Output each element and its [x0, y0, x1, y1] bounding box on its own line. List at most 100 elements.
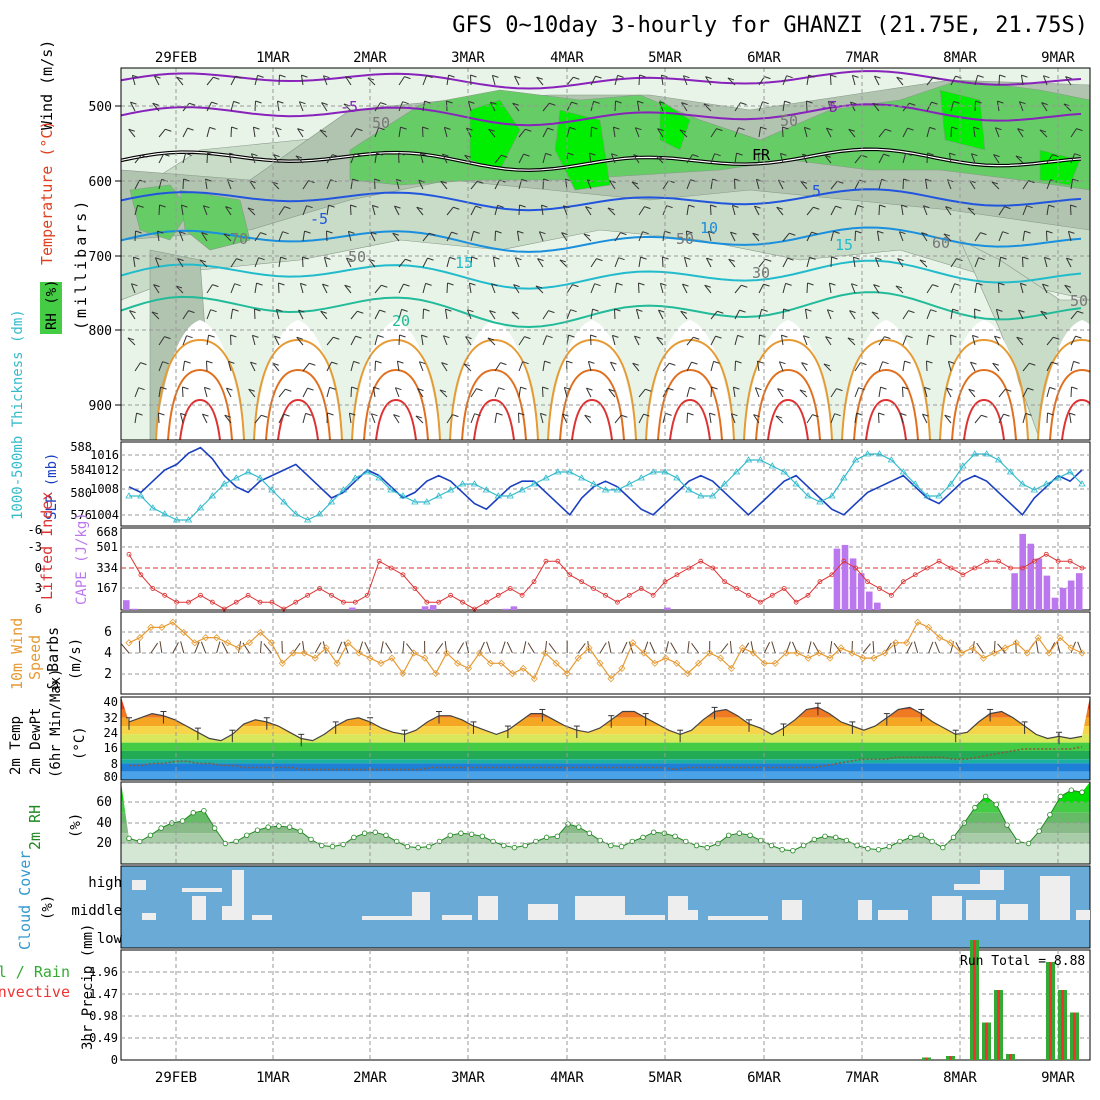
wind-barb — [734, 102, 741, 112]
wind-barb — [704, 284, 712, 294]
wind-barb — [612, 334, 619, 338]
thickness-point — [315, 510, 324, 517]
wind-barb — [609, 180, 616, 184]
wind-barb — [542, 127, 548, 138]
contour-label: -5 — [820, 98, 838, 116]
wind-barb — [422, 257, 428, 268]
wind-barb — [588, 153, 592, 164]
wind-barb — [825, 336, 832, 346]
wind-barb — [216, 641, 221, 654]
bottom-date-label: 7MAR — [845, 1070, 879, 1086]
wind-barb — [921, 232, 928, 236]
slp-line — [128, 446, 1083, 517]
wind-barb — [951, 126, 958, 130]
wind-barb — [787, 257, 794, 261]
top-date-label: 3MAR — [451, 50, 485, 66]
wind-barb — [250, 361, 256, 372]
wind-barb — [566, 76, 574, 86]
thickness-point — [1030, 486, 1039, 493]
temperature-legend: Temperature (°C) — [38, 121, 56, 266]
lifted-index-point — [305, 592, 311, 598]
wind-barb — [568, 334, 575, 338]
wind-barb — [155, 257, 162, 261]
wind-barb — [1067, 231, 1072, 242]
wind-barb — [758, 152, 765, 156]
wind-barb — [991, 181, 999, 185]
wind-barb — [972, 334, 979, 338]
wind-barb — [877, 230, 884, 234]
wind-barb — [247, 207, 255, 211]
lifted-index-point — [186, 599, 191, 605]
wind-barb — [847, 337, 856, 346]
wind-barb — [968, 388, 975, 392]
wind-barb — [997, 282, 1000, 294]
thickness-point — [196, 504, 205, 511]
wind-barb — [859, 179, 866, 183]
wind-barb — [134, 413, 138, 424]
bottom-date-label: 3MAR — [451, 1070, 485, 1086]
wind-barb — [380, 102, 387, 106]
wind-barb — [348, 413, 352, 424]
rh2m-point — [779, 846, 785, 853]
wind-barb — [590, 126, 593, 138]
wind-barb — [953, 100, 960, 104]
rh2m-point — [201, 808, 207, 814]
wind-barb — [308, 180, 315, 184]
precip-conv-bar — [997, 990, 1000, 1060]
wind-barb — [657, 128, 664, 138]
wind-barb — [848, 128, 856, 138]
wind-barb — [496, 412, 503, 416]
temperature-contour — [253, 338, 343, 440]
wind-barb — [896, 76, 903, 80]
wind-barb — [729, 641, 732, 654]
wind-barb — [182, 178, 185, 190]
wind-speed-point — [256, 628, 265, 637]
wind-barb — [469, 74, 472, 86]
wind-barb — [230, 334, 237, 338]
wind-barb — [223, 233, 231, 237]
wind-barb — [364, 641, 371, 654]
wind-barb — [130, 283, 136, 294]
contour-label: 50 — [1070, 292, 1088, 310]
wind-barb — [610, 361, 616, 372]
wind-barb — [398, 334, 401, 346]
thickness-point — [625, 480, 634, 487]
wind-barb — [632, 362, 640, 372]
wind-barb — [140, 362, 147, 366]
wind-barb — [157, 230, 164, 234]
wind-barb — [130, 101, 137, 105]
wind-speed-point — [399, 669, 407, 678]
wind-barb — [176, 76, 183, 80]
wind-barb — [897, 258, 904, 268]
wind-barb — [904, 360, 911, 364]
wind-barb — [150, 642, 159, 654]
wind-barb — [783, 308, 790, 312]
cape-bar — [664, 607, 671, 610]
rh-legend: RH (%) — [44, 279, 60, 330]
wind-barb — [609, 180, 616, 190]
wind-barb — [242, 642, 250, 654]
wind-barb — [490, 101, 497, 105]
wind-barb — [591, 126, 598, 130]
thickness-point — [840, 474, 848, 481]
wind-barb — [775, 415, 784, 424]
wind-barb — [617, 74, 624, 78]
lifted-index-point — [245, 592, 251, 598]
wind-barb — [177, 258, 184, 262]
wind-barb — [878, 204, 881, 216]
wind-barb — [1070, 128, 1077, 138]
wind-barb — [539, 413, 544, 424]
rh2m-point — [768, 842, 775, 849]
wind-barb — [284, 206, 291, 210]
wind-barb — [152, 102, 160, 112]
wind-barb — [759, 334, 766, 338]
wind-barb — [607, 641, 612, 654]
wind-barb — [782, 257, 788, 268]
cloud-block — [192, 896, 206, 920]
rh2m-point — [511, 844, 518, 851]
rh2m-point — [479, 833, 486, 840]
temperature-contour — [669, 398, 711, 440]
temperature-contour — [571, 398, 613, 440]
